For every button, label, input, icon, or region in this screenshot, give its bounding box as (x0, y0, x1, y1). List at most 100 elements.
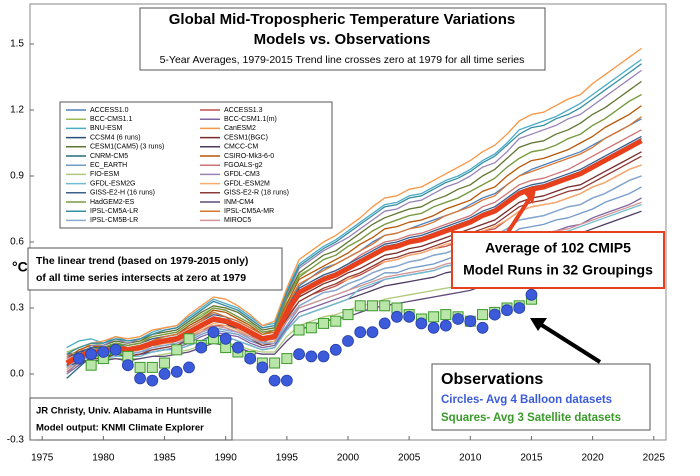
satellite-marker (134, 361, 146, 373)
balloon-marker (403, 310, 416, 323)
obs-legend: Circles- Avg 4 Balloon datasets (441, 394, 612, 406)
y-tick-label: 1.5 (10, 39, 24, 50)
mean-box (451, 231, 665, 289)
model-line (66, 116, 642, 362)
balloon-marker (525, 288, 538, 301)
x-tick-label: 2025 (643, 453, 666, 464)
balloon-marker (256, 361, 269, 374)
balloon-marker (452, 313, 464, 325)
satellite-marker (293, 324, 305, 336)
satellite-marker (330, 315, 342, 327)
legend-label: IPSL-CM5B-LR (90, 217, 138, 224)
y-tick-label: 0.0 (10, 369, 24, 380)
satellite-marker (477, 309, 489, 321)
obs-title: Observations (441, 371, 543, 388)
satellite-marker (183, 333, 195, 345)
legend-box (59, 101, 333, 229)
balloon-marker (391, 310, 403, 323)
x-tick-label: 1990 (215, 453, 238, 464)
balloon-marker (293, 348, 305, 361)
satellite-marker (159, 357, 171, 369)
x-tick-label: 2010 (459, 453, 482, 464)
legend-label: ACCESS1.0 (90, 107, 129, 114)
balloon-marker (513, 302, 526, 314)
legend-label: GFDL-ESM2M (224, 180, 270, 187)
balloon-marker (439, 319, 452, 332)
x-tick-label: 1975 (31, 453, 54, 464)
model-line (66, 155, 642, 366)
balloon-marker (158, 368, 171, 380)
satellite-marker (269, 357, 281, 369)
y-tick-label: 1.2 (10, 105, 24, 116)
satellite-marker (342, 309, 354, 321)
y-tick-label: 0.3 (10, 303, 24, 314)
balloon-marker (207, 326, 220, 339)
model-line (66, 63, 642, 355)
balloon-marker (244, 352, 257, 365)
model-line (66, 164, 642, 371)
legend-label: INM-CM4 (224, 199, 254, 206)
y-tick-label: -0.3 (7, 435, 25, 446)
trend-box (27, 247, 283, 291)
satellite-marker (366, 300, 378, 312)
legend-label: IPSL-CM5A-LR (90, 208, 138, 215)
balloon-marker (268, 374, 281, 387)
legend-label: EC_EARTH (90, 162, 127, 169)
balloon-marker (195, 341, 208, 354)
trend-note: The linear trend (based on 1979-2015 onl… (36, 255, 248, 267)
balloon-marker (366, 326, 379, 339)
balloon-marker (109, 343, 122, 356)
legend-label: HadGEM2-ES (90, 199, 135, 206)
balloon-marker (317, 350, 330, 363)
legend-label: FIO-ESM (90, 171, 119, 178)
satellite-marker (428, 311, 440, 323)
legend-label: CNRM-CM5 (90, 153, 128, 160)
x-tick-label: 1985 (153, 453, 176, 464)
legend-label: IPSL-CM5A-MR (224, 208, 274, 215)
legend-label: CESM1(BGC) (224, 134, 268, 141)
balloon-marker (427, 321, 440, 334)
satellite-marker (171, 344, 183, 356)
satellite-marker (318, 317, 330, 329)
legend-label: BCC-CSM1.1(m) (224, 116, 277, 123)
balloon-marker (232, 341, 244, 354)
balloon-marker (305, 350, 318, 363)
x-tick-label: 1980 (92, 453, 115, 464)
x-tick-label: 1995 (276, 453, 299, 464)
balloon-marker (488, 308, 501, 321)
trend-note: of all time series intersects at zero at… (36, 272, 246, 284)
obs-arrow (538, 322, 602, 364)
obs-legend: Squares- Avg 3 Satellite datasets (441, 412, 621, 424)
mean-arrowhead (522, 189, 536, 204)
axes: -0.3 0.0 0.3 0.6 0.9 1.2 1.5 1975 1980 1985 1990 19… (7, 39, 666, 464)
obs-box (431, 363, 651, 431)
y-axis-label: °C (12, 259, 28, 275)
model-line (66, 80, 642, 368)
balloon-marker (464, 315, 477, 328)
balloon-marker (134, 372, 146, 385)
satellite-marker (354, 300, 366, 312)
legend-label: BNU-ESM (90, 125, 122, 132)
chart-title: Global Mid-Tropospheric Temperature Vari… (169, 11, 515, 28)
y-tick-label: 0.9 (10, 171, 24, 182)
mean-line (65, 138, 643, 366)
legend-label: GISS-E2-H (16 runs) (90, 190, 155, 197)
satellite-marker (305, 322, 317, 334)
legend-label: GFDL-CM3 (224, 171, 260, 178)
x-tick-label: 2015 (520, 453, 543, 464)
balloon-marker (121, 359, 134, 372)
satellite-marker (440, 309, 452, 321)
x-tick-label: 2000 (337, 453, 360, 464)
legend-label: CSIRO-Mk3-6-0 (224, 153, 274, 160)
model-line (66, 94, 642, 364)
balloon-marker (501, 304, 513, 317)
legend-label: CESM1(CAM5) (3 runs) (90, 144, 164, 151)
balloon-marker (219, 332, 232, 345)
y-tick-label: 0.6 (10, 237, 24, 248)
satellite-marker (379, 300, 391, 312)
x-tick-label: 2005 (398, 453, 421, 464)
balloon-marker (342, 335, 354, 347)
balloon-marker (415, 317, 428, 330)
balloon-marker (280, 374, 293, 387)
legend-label: GFDL-ESM2G (90, 180, 136, 187)
